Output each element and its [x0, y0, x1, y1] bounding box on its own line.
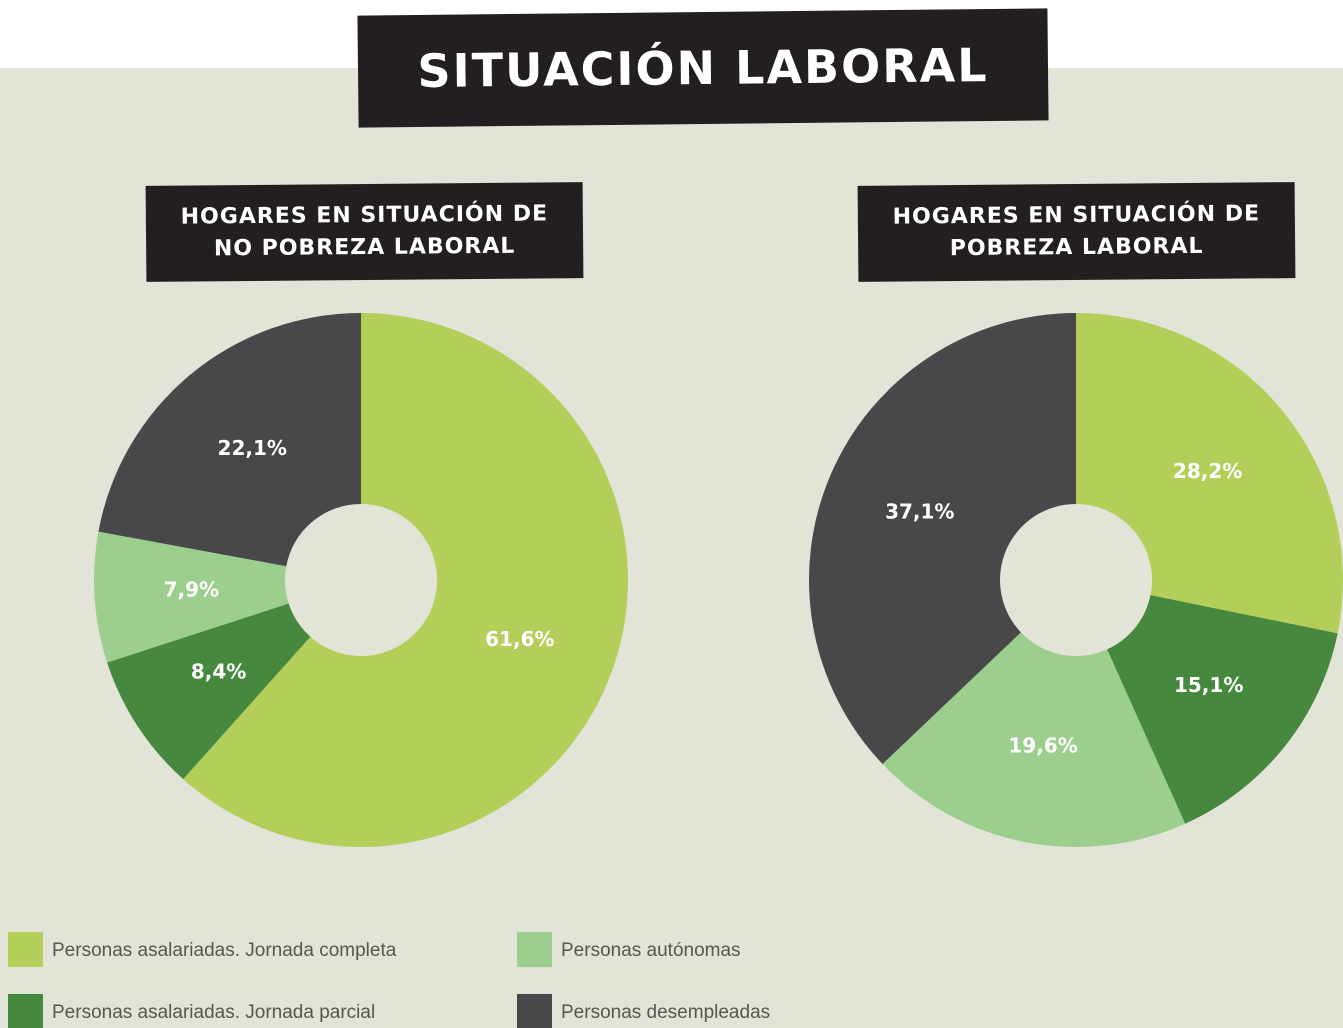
pie-slice: [1107, 595, 1338, 824]
value-label: 28,2%: [1173, 459, 1242, 483]
value-label: 61,6%: [485, 627, 554, 651]
value-label: 7,9%: [164, 578, 219, 602]
pie-slice: [107, 603, 311, 780]
value-label: 15,1%: [1174, 673, 1243, 697]
legend-label: Personas desempleadas: [561, 1002, 770, 1023]
pie-slice: [98, 313, 361, 567]
value-label: 8,4%: [191, 659, 246, 683]
legend-swatch: [517, 994, 552, 1028]
value-label: 22,1%: [218, 436, 287, 460]
legend-label: Personas asalariadas. Jornada completa: [52, 940, 397, 961]
legend-label: Personas asalariadas. Jornada parcial: [52, 1002, 375, 1023]
pie-slice: [882, 632, 1186, 847]
legend-swatch: [8, 994, 43, 1028]
pie-slice: [809, 313, 1076, 764]
pie-slice: [183, 313, 628, 847]
value-label: 37,1%: [885, 499, 954, 523]
value-label: 19,6%: [1008, 733, 1077, 757]
pie-slice: [1076, 313, 1343, 634]
legend-swatch: [517, 932, 552, 967]
pie-slice: [94, 531, 289, 663]
legend-swatch: [8, 932, 43, 967]
legend-label: Personas autónomas: [561, 940, 741, 961]
